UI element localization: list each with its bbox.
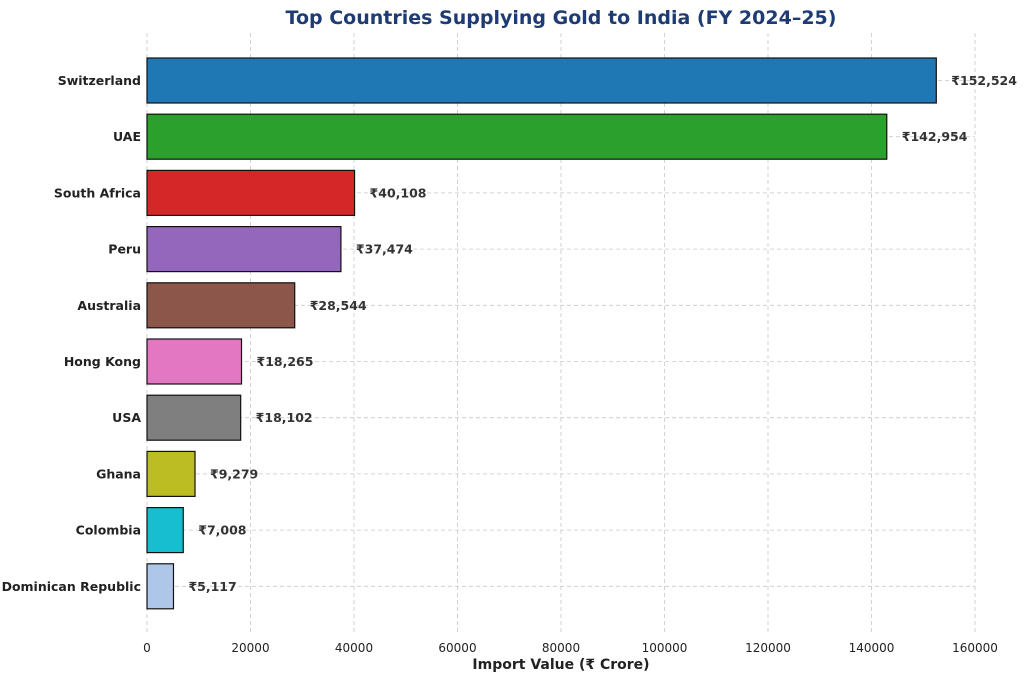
category-label: USA [112, 410, 141, 425]
category-label: Switzerland [58, 73, 141, 88]
x-axis-ticks: 0 20000 40000 60000 80000 100000 120000 140000 1… [143, 641, 998, 655]
bar-ghana [146, 450, 196, 497]
category-label: Hong Kong [64, 354, 141, 369]
bar-hong-kong [146, 338, 243, 385]
bar-usa [146, 394, 242, 441]
category-label: Ghana [96, 466, 141, 481]
data-label: ₹40,108 [370, 185, 427, 200]
x-tick-label: 0 [143, 641, 151, 655]
category-labels: Switzerland UAE South Africa Peru Australia H… [2, 73, 142, 594]
bar-colombia [146, 507, 184, 554]
x-tick-label: 140000 [849, 641, 895, 655]
category-label: Colombia [76, 523, 141, 538]
x-tick-label: 80000 [542, 641, 580, 655]
data-label: ₹142,954 [902, 129, 968, 144]
data-label: ₹5,117 [188, 579, 236, 594]
bar-dominican-republic [146, 563, 175, 610]
bar-south-africa [146, 169, 356, 216]
bars [146, 57, 937, 610]
x-tick-label: 60000 [438, 641, 476, 655]
bar-australia [146, 282, 296, 329]
category-label: Dominican Republic [2, 579, 141, 594]
data-label: ₹9,279 [210, 466, 258, 481]
chart-title: Top Countries Supplying Gold to India (F… [286, 7, 837, 29]
value-labels: ₹152,524 ₹142,954 ₹40,108 ₹37,474 ₹28,544 ₹18… [188, 73, 1017, 594]
data-label: ₹7,008 [198, 523, 246, 538]
data-label: ₹37,474 [356, 242, 413, 257]
bar-peru [146, 226, 342, 273]
bar-switzerland [146, 57, 937, 104]
x-tick-label: 40000 [335, 641, 373, 655]
x-tick-label: 120000 [745, 641, 791, 655]
category-label: Peru [108, 242, 141, 257]
x-tick-label: 20000 [231, 641, 269, 655]
data-label: ₹18,102 [256, 410, 313, 425]
category-label: UAE [113, 129, 141, 144]
data-label: ₹28,544 [310, 298, 367, 313]
x-tick-label: 100000 [642, 641, 688, 655]
category-label: South Africa [54, 185, 141, 200]
x-axis-label: Import Value (₹ Crore) [472, 657, 649, 673]
x-tick-label: 160000 [952, 641, 998, 655]
data-label: ₹18,265 [257, 354, 314, 369]
category-label: Australia [77, 298, 141, 313]
bar-uae [146, 113, 888, 160]
data-label: ₹152,524 [951, 73, 1017, 88]
